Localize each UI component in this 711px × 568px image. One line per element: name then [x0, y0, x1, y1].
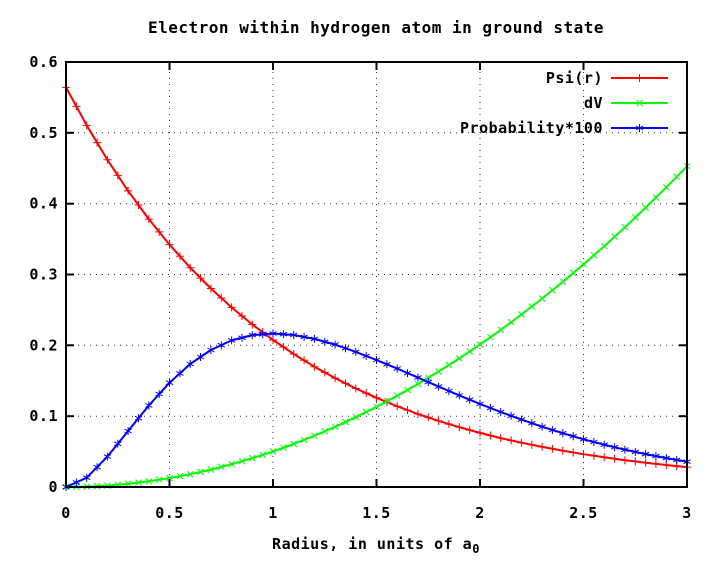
- axes: [65, 61, 688, 488]
- series-dv: [62, 162, 691, 491]
- y-tick-label: 0.3: [29, 266, 58, 284]
- x-tick-label: 2.5: [569, 504, 598, 522]
- legend-marker-sample: [635, 74, 644, 82]
- y-tick-label: 0.1: [29, 407, 58, 425]
- legend-entry: Probability*100: [460, 119, 668, 137]
- series-markers: [62, 83, 691, 472]
- x-tick-label: 1: [268, 504, 278, 522]
- chart-title: Electron within hydrogen atom in ground …: [148, 18, 604, 37]
- x-tick-label: 0: [61, 504, 71, 522]
- x-axis-label-text: Radius, in units of a: [272, 535, 472, 553]
- legend-label: Psi(r): [546, 69, 603, 87]
- tick-labels: 0 0.5 1 1.5 2 2.5 3 0 0.1 0.2 0.3 0.4 0.5 0.6: [29, 53, 691, 522]
- x-tick-label: 0.5: [155, 504, 184, 522]
- series-markers: [62, 329, 691, 491]
- series-probability-100: [62, 329, 691, 491]
- legend-marker-sample: [636, 99, 643, 107]
- legend-label: Probability*100: [460, 119, 603, 137]
- x-tick-label: 2: [475, 504, 485, 522]
- x-tick-label: 3: [682, 504, 692, 522]
- x-axis-label: Radius, in units of a0: [272, 535, 480, 556]
- y-tick-label: 0.5: [29, 124, 58, 142]
- y-tick-label: 0: [48, 478, 58, 496]
- grid-lines: [66, 62, 687, 487]
- y-tick-label: 0.2: [29, 336, 58, 354]
- x-axis-label-subscript: 0: [472, 542, 480, 556]
- legend: Psi(r) dV Probability*100: [460, 69, 668, 137]
- y-tick-label: 0.4: [29, 195, 58, 213]
- chart-layer: 0 0.5 1 1.5 2 2.5 3 0 0.1 0.2 0.3 0.4 0.5 0.6 Psi(r) dV…: [29, 53, 691, 522]
- legend-label: dV: [584, 94, 603, 112]
- legend-marker-sample: [635, 124, 644, 132]
- series-psi-r-: [62, 83, 691, 472]
- legend-entry: Psi(r): [546, 69, 668, 87]
- y-tick-label: 0.6: [29, 53, 58, 71]
- legend-entry: dV: [584, 94, 668, 112]
- x-tick-label: 1.5: [362, 504, 391, 522]
